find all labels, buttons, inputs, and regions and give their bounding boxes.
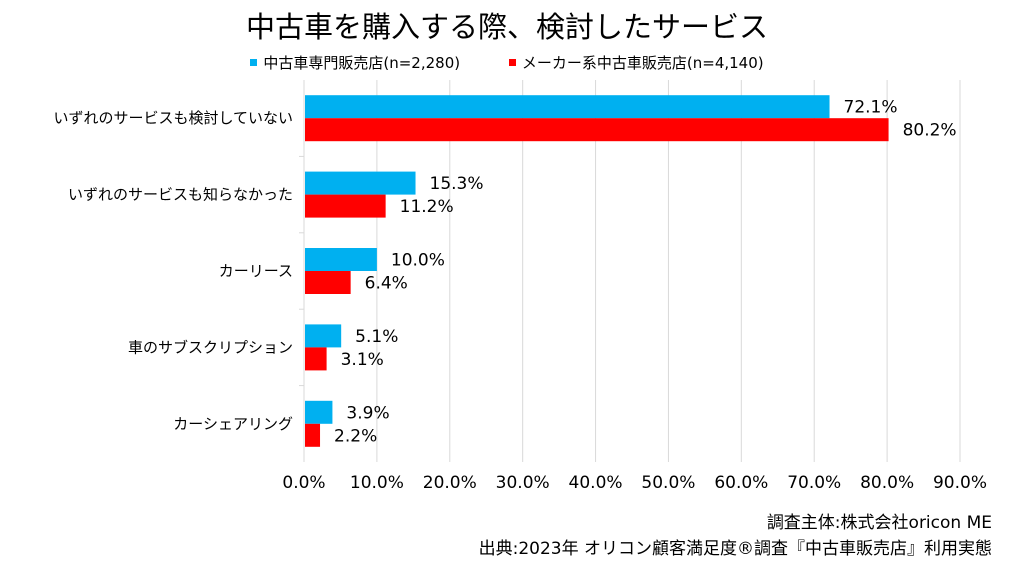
x-tick-label: 80.0% [860,473,914,493]
x-tick-label: 0.0% [282,473,325,493]
data-label: 15.3% [430,174,484,194]
bar-red [305,423,321,447]
bar-red [305,194,386,218]
x-tick-label: 40.0% [569,473,623,493]
category-label: 車のサブスクリプション [128,338,293,356]
data-label: 3.1% [341,350,384,370]
legend-item-maker-dealer: メーカー系中古車販売店(n=4,140) [508,52,764,73]
bar-red [305,347,327,371]
bar-blue [305,171,416,195]
data-label: 2.2% [334,426,377,446]
bar-red [305,118,889,142]
data-label: 11.2% [400,197,454,217]
legend-label-used-car-dealer: 中古車専門販売店(n=2,280) [263,54,461,72]
survey-note: 調査主体:株式会社oricon ME [766,513,992,533]
legend-item-used-car-dealer: 中古車専門販売店(n=2,280) [250,52,460,73]
data-label: 10.0% [391,251,445,271]
legend-swatch-blue [250,59,258,66]
bar-red [305,271,351,294]
category-label: カーシェアリング [173,415,293,433]
data-label: 72.1% [844,98,898,118]
legend: 中古車専門販売店(n=2,280) メーカー系中古車販売店(n=4,140) [0,52,1014,73]
source-note: 出典:2023年 オリコン顧客満足度®調査『中古車販売店』利用実態 [478,539,992,559]
x-tick-label: 30.0% [496,473,550,493]
data-label: 6.4% [365,274,408,294]
x-tick-label: 20.0% [423,473,477,493]
x-tick-label: 70.0% [787,473,841,493]
x-tick-label: 60.0% [714,473,768,493]
data-label: 3.9% [346,403,389,423]
legend-label-maker-dealer: メーカー系中古車販売店(n=4,140) [521,54,764,72]
category-label: いずれのサービスも知らなかった [68,186,293,204]
x-tick-label: 10.0% [350,473,404,493]
bar-blue [305,95,830,119]
category-label: カーリース [219,262,293,280]
legend-swatch-red [508,59,516,66]
data-label: 5.1% [355,327,398,347]
x-tick-label: 90.0% [933,473,987,493]
chart-title: 中古車を購入する際、検討したサービス [245,10,768,44]
bar-blue [305,400,333,424]
bar-blue [305,248,377,271]
data-label: 80.2% [903,121,957,141]
category-label: いずれのサービスも検討していない [53,109,293,127]
bar-blue [305,324,342,348]
x-tick-label: 50.0% [641,473,695,493]
